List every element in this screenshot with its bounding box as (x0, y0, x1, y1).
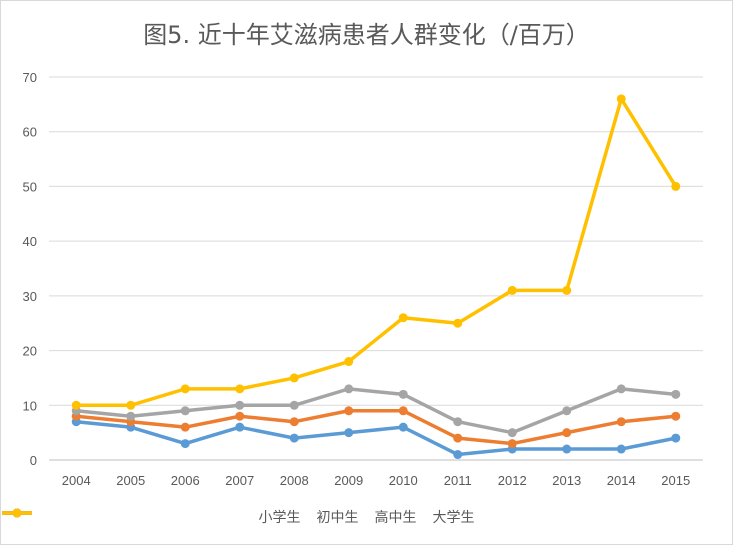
data-point (180, 422, 190, 432)
x-tick-label: 2012 (498, 473, 527, 488)
x-tick-label: 2010 (389, 473, 418, 488)
legend-item: 初中生 (2, 507, 359, 527)
data-point (562, 428, 572, 438)
data-point (616, 384, 626, 394)
x-tick-label: 2007 (225, 473, 254, 488)
data-point (180, 406, 190, 416)
data-point (453, 433, 463, 443)
data-point (453, 450, 463, 460)
x-tick-label: 2011 (444, 473, 472, 488)
x-tick-label: 2015 (661, 473, 690, 488)
data-point (289, 373, 299, 383)
y-tick-label: 70 (23, 70, 37, 85)
data-point (289, 400, 299, 410)
data-point (616, 94, 626, 104)
data-point (398, 422, 408, 432)
legend-swatch (2, 508, 32, 518)
legend-label: 高中生 (374, 510, 417, 526)
data-point (344, 406, 354, 416)
data-point (235, 411, 245, 421)
legend: 小学生 初中生 高中生 大学生 (1, 507, 732, 527)
legend-item: 高中生 (2, 507, 417, 527)
data-point (344, 428, 354, 438)
legend-marker (12, 508, 22, 518)
data-point (398, 406, 408, 416)
series-line (74, 97, 678, 408)
data-point (507, 428, 517, 438)
data-point (398, 389, 408, 399)
legend-item: 小学生 (2, 507, 301, 527)
y-tick-label: 10 (23, 398, 37, 413)
x-tick-label: 2014 (607, 473, 636, 488)
y-tick-label: 50 (23, 179, 37, 194)
data-point (671, 389, 681, 399)
data-point (235, 384, 245, 394)
y-tick-label: 20 (23, 344, 37, 359)
x-tick-label: 2008 (280, 473, 309, 488)
chart-title: 图5. 近十年艾滋病患者人群变化（/百万） (143, 21, 590, 49)
data-point (126, 411, 136, 421)
legend-label: 初中生 (316, 510, 359, 526)
x-tick-label: 2004 (62, 473, 91, 488)
data-point (671, 181, 681, 191)
data-point (671, 411, 681, 421)
data-point (344, 384, 354, 394)
data-point (289, 417, 299, 427)
data-point (562, 285, 572, 295)
data-point (616, 444, 626, 454)
data-point (507, 439, 517, 449)
x-tick-label: 2006 (171, 473, 200, 488)
data-point (126, 400, 136, 410)
data-point (71, 400, 81, 410)
legend-item: 大学生 (2, 507, 475, 527)
series-line (74, 419, 678, 457)
x-tick-label: 2009 (334, 473, 363, 488)
data-point (453, 318, 463, 328)
data-point (235, 400, 245, 410)
series-line (74, 387, 678, 435)
data-point (398, 313, 408, 323)
legend-label: 大学生 (432, 510, 475, 526)
data-point (180, 439, 190, 449)
y-tick-label: 40 (23, 234, 37, 249)
data-point (562, 444, 572, 454)
series-line (74, 409, 678, 446)
data-point (344, 357, 354, 367)
data-point (289, 433, 299, 443)
y-tick-label: 30 (23, 289, 37, 304)
data-point (235, 422, 245, 432)
data-point (562, 406, 572, 416)
y-tick-label: 0 (30, 453, 37, 468)
data-point (453, 417, 463, 427)
legend-label: 小学生 (258, 510, 301, 526)
x-tick-label: 2013 (552, 473, 581, 488)
x-tick-label: 2005 (116, 473, 145, 488)
data-point (507, 285, 517, 295)
data-point (671, 433, 681, 443)
y-tick-label: 60 (23, 125, 37, 140)
data-point (180, 384, 190, 394)
data-point (616, 417, 626, 427)
